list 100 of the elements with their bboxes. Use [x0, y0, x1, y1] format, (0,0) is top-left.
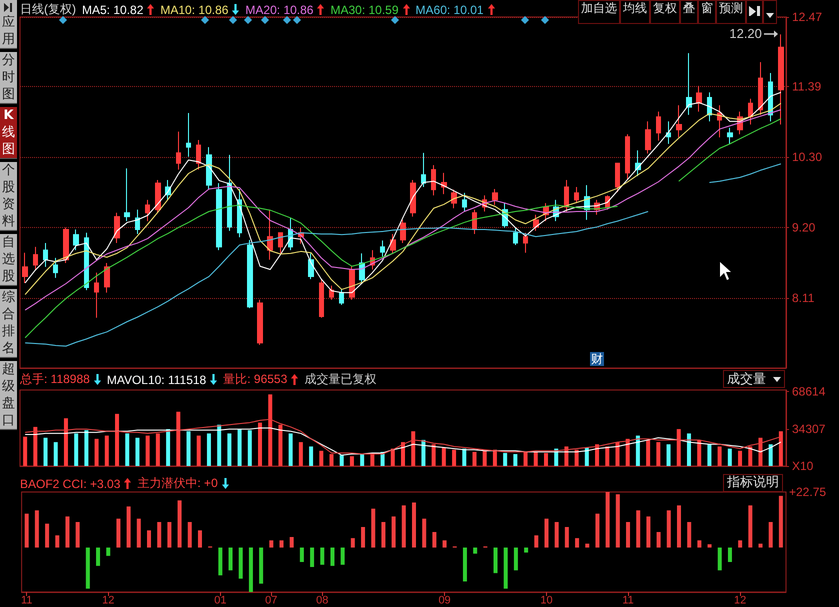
candlestick — [43, 242, 48, 268]
text: MA5: 10.82 — [82, 2, 144, 16]
bar — [544, 452, 548, 466]
candlestick — [319, 278, 324, 318]
bar — [514, 548, 518, 570]
bar — [104, 436, 109, 466]
bar — [473, 548, 478, 554]
bar — [738, 450, 742, 466]
bar — [196, 436, 201, 466]
bar — [707, 444, 712, 466]
text: K线图 — [0, 107, 17, 158]
text: 主力潜伏中: +0 — [137, 475, 218, 492]
annotation: 财 — [590, 352, 604, 366]
bar — [534, 452, 538, 466]
text: 成交量 — [727, 371, 766, 387]
bar — [666, 510, 671, 548]
text: 成交量已复权 — [304, 371, 376, 388]
bar — [228, 548, 233, 570]
candlestick — [462, 192, 467, 212]
bar — [718, 446, 722, 466]
bar — [280, 540, 284, 548]
candlestick — [124, 168, 130, 222]
text: MAVOL10: 111518 — [106, 372, 206, 386]
candlestick — [564, 179, 569, 212]
text: 叠 — [680, 0, 698, 24]
x-tick-label: 01 — [214, 594, 226, 606]
candlestick — [390, 234, 396, 254]
x-tick-label: 09 — [438, 594, 451, 606]
bar — [206, 433, 211, 466]
bar — [708, 544, 712, 548]
candlestick — [492, 188, 498, 206]
bar — [616, 494, 620, 548]
bar — [65, 516, 70, 548]
x-tick-label: 10 — [540, 594, 553, 606]
text: 均线 — [620, 0, 650, 24]
bar — [390, 448, 395, 466]
text: 量比: 96553 — [223, 371, 288, 388]
bar — [125, 433, 130, 466]
bar — [687, 522, 692, 548]
line-series — [24, 418, 782, 455]
text: 窗 — [698, 0, 716, 24]
candlestick — [104, 262, 110, 294]
bar — [74, 433, 78, 466]
candlestick — [748, 98, 753, 126]
bar — [24, 514, 29, 548]
bar — [330, 454, 334, 466]
bar — [288, 433, 293, 466]
bar — [33, 426, 38, 466]
text: 总手: 118988 — [20, 371, 90, 388]
bar — [45, 524, 50, 548]
text: 指标说明 — [723, 474, 783, 492]
bar — [472, 452, 476, 466]
bar — [626, 522, 630, 548]
bar — [157, 522, 162, 548]
bar — [646, 440, 650, 466]
bar — [768, 444, 773, 466]
bar — [728, 448, 732, 466]
bar — [646, 516, 650, 548]
bar — [319, 450, 324, 466]
text: 自选股 — [0, 234, 17, 285]
bar — [360, 454, 364, 466]
bar — [278, 424, 282, 466]
candlestick — [257, 299, 263, 346]
bar — [300, 548, 304, 562]
text: 复权 — [650, 0, 680, 24]
y-tick-label: 9.20 — [792, 220, 816, 235]
bar — [167, 522, 172, 548]
x-tick-label: 08 — [316, 594, 328, 606]
bar — [188, 522, 192, 548]
bar — [758, 544, 763, 548]
bar — [544, 518, 548, 548]
line-series — [24, 428, 782, 456]
candlestick — [73, 229, 79, 251]
bar — [615, 442, 620, 466]
candlestick — [778, 34, 784, 126]
candlestick — [135, 209, 140, 235]
y-tick-label: 8.11 — [792, 290, 815, 305]
bar — [310, 548, 314, 567]
candlestick — [645, 120, 651, 154]
bar — [96, 548, 100, 566]
bar — [269, 540, 274, 548]
bar — [178, 500, 182, 548]
bar — [778, 496, 783, 548]
candlestick — [339, 288, 344, 306]
bar — [392, 516, 396, 548]
candlestick — [329, 285, 334, 300]
bar — [146, 436, 150, 466]
bar — [748, 505, 752, 548]
candlestick — [513, 227, 518, 246]
bar — [494, 548, 498, 574]
bar — [248, 430, 252, 466]
candlestick — [656, 111, 661, 142]
bar — [411, 431, 416, 466]
candlestick — [216, 182, 222, 251]
candlestick — [63, 227, 69, 264]
bar — [126, 506, 131, 548]
bar — [135, 438, 140, 466]
bar — [534, 535, 538, 548]
bar — [595, 514, 600, 548]
chart-title: 日线(复权) — [20, 1, 76, 18]
